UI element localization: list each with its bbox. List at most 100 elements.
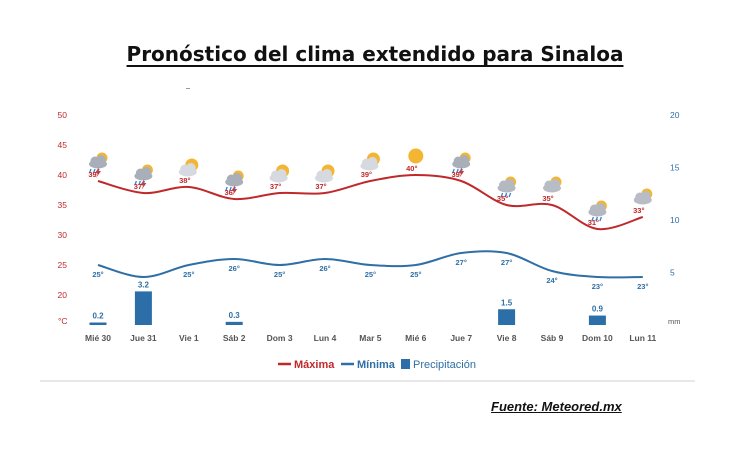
- cloud-shape: [276, 169, 287, 179]
- rain-drop: [460, 168, 463, 174]
- rain-drop: [88, 168, 92, 174]
- rain-drop: [500, 192, 504, 198]
- precip-label: 0.9: [592, 305, 604, 314]
- min-temp-label: 25°: [183, 270, 194, 279]
- precip-bar: [225, 321, 243, 325]
- x-tick-label: Vie 1: [179, 333, 199, 343]
- precip-bars: [89, 291, 606, 325]
- max-temp-label: 37°: [134, 182, 145, 191]
- partly-sunny-icon: [360, 152, 380, 171]
- max-temp-label: 33°: [633, 206, 644, 215]
- x-tick-label: Mar 5: [359, 333, 381, 343]
- min-temp-line: [97, 250, 643, 279]
- max-temp-label: 36°: [225, 188, 236, 197]
- min-temp-label: 23°: [592, 282, 603, 291]
- rain-drop: [229, 186, 232, 192]
- cloud-shape: [232, 173, 243, 183]
- y-unit-right: mm: [668, 317, 681, 326]
- y-tick-right: 20: [670, 110, 680, 120]
- y-axis-right: 20 15 10 5 mm: [668, 110, 681, 326]
- min-temp-label: 27°: [501, 258, 512, 267]
- legend: Máxima Mínima Precipitación: [278, 359, 476, 371]
- sun-shape: [408, 148, 424, 164]
- cloudy-icon: [543, 176, 562, 193]
- storm-icon: [88, 152, 108, 178]
- x-tick-label: Jue 7: [450, 333, 472, 343]
- legend-label: Mínima: [357, 359, 396, 371]
- temp-lines: [97, 173, 644, 279]
- max-temp-label: 38°: [179, 176, 190, 185]
- data-labels: 0.2 3.2 0.3 1.5 0.9 39° 37° 38° 36° 37° 37° 39° 40° 3…: [88, 164, 648, 321]
- max-temp-label: 39°: [452, 170, 463, 179]
- precip-label: 0.3: [229, 311, 241, 320]
- rain-drop: [595, 216, 599, 222]
- precip-label: 1.5: [501, 298, 513, 307]
- source-credit: Fuente: Meteored.mx: [491, 399, 622, 414]
- min-temp-label: 23°: [637, 282, 648, 291]
- precip-label: 0.2: [92, 312, 104, 321]
- max-temp-line: [97, 173, 644, 231]
- max-temp-label: 31°: [588, 218, 599, 227]
- partly-sunny-icon: [315, 164, 335, 183]
- max-temp-label: 37°: [270, 182, 281, 191]
- rain-drop: [96, 168, 100, 174]
- max-temp-label: 39°: [88, 170, 99, 179]
- y-tick-right: 10: [670, 215, 680, 225]
- min-temp-label: 25°: [92, 270, 103, 279]
- y-tick-right: 15: [670, 163, 680, 173]
- y-tick-right: 5: [670, 268, 675, 278]
- x-tick-label: Mié 6: [405, 333, 427, 343]
- cloud-shape: [367, 157, 378, 167]
- max-temp-label: 40°: [406, 164, 417, 173]
- x-tick-label: Mié 30: [85, 333, 111, 343]
- y-tick-left: 35: [58, 200, 68, 210]
- rain-drop: [142, 180, 146, 186]
- storm-icon: [134, 164, 153, 190]
- rain-icon: [497, 176, 517, 198]
- y-tick-left: 20: [58, 290, 68, 300]
- x-tick-label: Dom 3: [267, 333, 293, 343]
- y-tick-left: 50: [58, 110, 68, 120]
- partly-sunny-icon: [269, 164, 290, 183]
- cloud-shape: [459, 155, 470, 165]
- sun-icon: [408, 148, 424, 164]
- rain-drop: [599, 216, 603, 222]
- legend-label: Precipitación: [413, 359, 476, 371]
- cloud-shape: [141, 167, 152, 177]
- storm-icon: [225, 170, 244, 196]
- x-tick-label: Vie 8: [497, 333, 517, 343]
- max-temp-label: 37°: [315, 182, 326, 191]
- legend-swatch: [401, 359, 410, 369]
- cloud-shape: [550, 179, 560, 189]
- min-temp-label: 26°: [229, 264, 240, 273]
- divider: [40, 380, 695, 382]
- x-tick-label: Lun 4: [314, 333, 337, 343]
- rain-drop: [134, 180, 138, 186]
- min-temp-label: 27°: [456, 258, 467, 267]
- cloud-shape: [96, 155, 106, 165]
- partly-sunny-icon: [178, 158, 199, 177]
- x-axis: Mié 30 Jue 31 Vie 1 Sáb 2 Dom 3 Lun 4 Mar 5 Mié…: [85, 333, 657, 343]
- precip-bar: [134, 291, 152, 325]
- cloud-shape: [640, 191, 651, 201]
- precip-label: 3.2: [138, 280, 150, 289]
- max-temp-label: 39°: [361, 170, 372, 179]
- min-temp-label: 25°: [274, 270, 285, 279]
- precip-bar: [498, 309, 516, 325]
- max-temp-label: 35°: [542, 194, 553, 203]
- max-temp-label: 35°: [497, 194, 508, 203]
- cloud-shape: [595, 203, 606, 213]
- cloud-shape: [185, 163, 196, 173]
- rain-drop: [233, 186, 236, 192]
- legend-label: Máxima: [294, 359, 335, 371]
- x-tick-label: Jue 31: [130, 333, 157, 343]
- precip-bar: [89, 322, 107, 325]
- x-tick-label: Sáb 2: [223, 333, 246, 343]
- min-temp-label: 25°: [365, 270, 376, 279]
- rain-drop: [138, 180, 142, 186]
- precip-bar: [588, 315, 606, 325]
- rain-drop: [452, 168, 455, 174]
- x-tick-label: Sáb 9: [541, 333, 564, 343]
- x-tick-label: Lun 11: [629, 333, 656, 343]
